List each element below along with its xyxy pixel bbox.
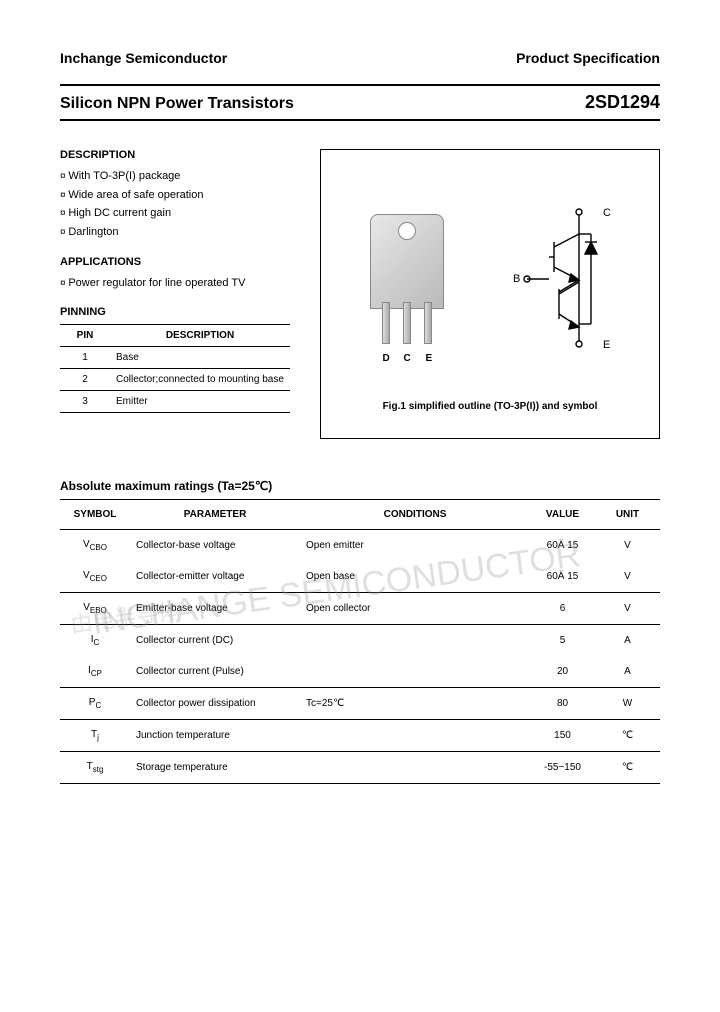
- list-item: With TO-3P(I) package: [60, 167, 300, 186]
- doc-type: Product Specification: [516, 50, 660, 66]
- table-row: 2 Collector;connected to mounting base: [60, 369, 290, 391]
- svg-text:C: C: [603, 207, 611, 219]
- list-item: Darlington: [60, 223, 300, 242]
- list-item: High DC current gain: [60, 204, 300, 223]
- table-row: 1 Base: [60, 347, 290, 369]
- list-item: Power regulator for line operated TV: [60, 274, 300, 293]
- figure-caption: Fig.1 simplified outline (TO-3P(I)) and …: [333, 401, 647, 412]
- package-drawing: D C E: [362, 194, 452, 364]
- figure-box: D C E: [320, 149, 660, 439]
- svg-text:E: E: [603, 339, 610, 351]
- col-header: UNIT: [595, 500, 660, 530]
- table-row: Tj Junction temperature 150 ℃: [60, 720, 660, 752]
- list-item: Wide area of safe operation: [60, 186, 300, 205]
- col-header: PARAMETER: [130, 500, 300, 530]
- col-header: PIN: [60, 325, 110, 347]
- schematic-symbol: C B E: [509, 204, 619, 354]
- product-family: Silicon NPN Power Transistors: [60, 95, 294, 113]
- ratings-heading: Absolute maximum ratings (Ta=25℃): [60, 479, 660, 493]
- description-list: With TO-3P(I) package Wide area of safe …: [60, 167, 300, 242]
- col-header: SYMBOL: [60, 500, 130, 530]
- table-row: VEBO Emitter-base voltage Open collector…: [60, 593, 660, 625]
- svg-text:B: B: [513, 273, 520, 285]
- pinning-table: PIN DESCRIPTION 1 Base 2 Collector;conne…: [60, 324, 290, 413]
- page-header: Inchange Semiconductor Product Specifica…: [60, 50, 660, 66]
- ratings-table: SYMBOL PARAMETER CONDITIONS VALUE UNIT V…: [60, 499, 660, 784]
- table-row: 3 Emitter: [60, 391, 290, 413]
- table-row: IC Collector current (DC) 5 A: [60, 625, 660, 657]
- col-header: DESCRIPTION: [110, 325, 290, 347]
- table-row: VCEO Collector-emitter voltage Open base…: [60, 561, 660, 593]
- table-row: VCBO Collector-base voltage Open emitter…: [60, 530, 660, 562]
- description-heading: DESCRIPTION: [60, 149, 300, 161]
- applications-heading: APPLICATIONS: [60, 256, 300, 268]
- table-row: PC Collector power dissipation Tc=25℃ 80…: [60, 688, 660, 720]
- col-header: VALUE: [530, 500, 595, 530]
- company-name: Inchange Semiconductor: [60, 50, 227, 66]
- pinning-heading: PINNING: [60, 306, 300, 318]
- part-number: 2SD1294: [585, 92, 660, 113]
- table-row: ICP Collector current (Pulse) 20 A: [60, 656, 660, 688]
- applications-list: Power regulator for line operated TV: [60, 274, 300, 293]
- table-row: Tstg Storage temperature -55~150 ℃: [60, 752, 660, 784]
- title-bar: Silicon NPN Power Transistors 2SD1294: [60, 84, 660, 121]
- col-header: CONDITIONS: [300, 500, 530, 530]
